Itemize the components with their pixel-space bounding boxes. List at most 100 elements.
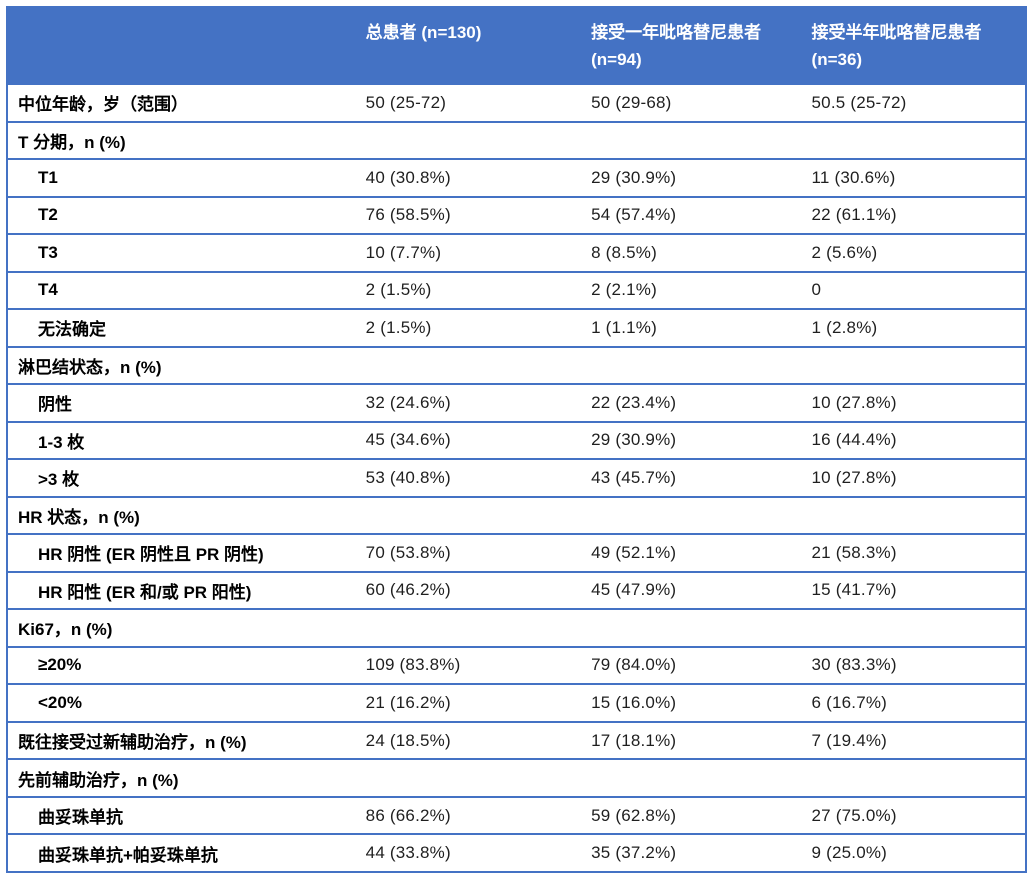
table-row: 曲妥珠单抗+帕妥珠单抗 44 (33.8%) 35 (37.2%) 9 (25.0%) <box>7 833 1026 872</box>
value-cell: 50 (25-72) <box>355 83 582 122</box>
value-cell: 2 (5.6%) <box>801 233 1026 272</box>
row-label: T1 <box>7 158 356 197</box>
value-cell: 35 (37.2%) <box>581 833 802 872</box>
section-row: 淋巴结状态，n (%) <box>7 345 1026 385</box>
header-label: 接受一年吡咯替尼患者 <box>591 23 762 42</box>
row-label: Ki67，n (%) <box>7 608 356 647</box>
value-cell: 86 (66.2%) <box>355 795 582 835</box>
row-label: 阴性 <box>7 383 356 422</box>
value-cell: 50.5 (25-72) <box>801 83 1026 122</box>
value-cell: 50 (29-68) <box>581 83 802 122</box>
table-row: 既往接受过新辅助治疗，n (%) 24 (18.5%) 17 (18.1%) 7 (1… <box>7 720 1026 760</box>
row-label: ≥20% <box>7 645 356 685</box>
value-cell <box>801 345 1026 385</box>
value-cell: 45 (34.6%) <box>355 420 582 460</box>
header-cell-one-year-pyrotinib: 接受一年吡咯替尼患者 (n=94) <box>581 7 802 84</box>
value-cell: 29 (30.9%) <box>581 158 802 197</box>
row-label: T4 <box>7 270 356 310</box>
row-label: 先前辅助治疗，n (%) <box>7 758 356 797</box>
value-cell: 21 (58.3%) <box>801 533 1026 572</box>
header-cell-empty <box>7 7 356 84</box>
table-row: T3 10 (7.7%) 8 (8.5%) 2 (5.6%) <box>7 233 1026 272</box>
value-cell: 49 (52.1%) <box>581 533 802 572</box>
value-cell: 2 (1.5%) <box>355 270 582 310</box>
table-row: ≥20% 109 (83.8%) 79 (84.0%) 30 (83.3%) <box>7 645 1026 685</box>
value-cell: 32 (24.6%) <box>355 383 582 422</box>
value-cell <box>581 495 802 535</box>
table-row: HR 阳性 (ER 和/或 PR 阳性) 60 (46.2%) 45 (47.9%)… <box>7 570 1026 610</box>
header-sublabel-n: (n=36) <box>811 50 863 69</box>
value-cell <box>581 758 802 797</box>
row-label: T 分期，n (%) <box>7 120 356 160</box>
value-cell: 45 (47.9%) <box>581 570 802 610</box>
value-cell: 1 (2.8%) <box>801 308 1026 347</box>
value-cell: 27 (75.0%) <box>801 795 1026 835</box>
value-cell: 109 (83.8%) <box>355 645 582 685</box>
row-label: HR 阳性 (ER 和/或 PR 阳性) <box>7 570 356 610</box>
value-cell: 54 (57.4%) <box>581 195 802 235</box>
row-label: 曲妥珠单抗 <box>7 795 356 835</box>
table-row: T4 2 (1.5%) 2 (2.1%) 0 <box>7 270 1026 310</box>
value-cell <box>355 345 582 385</box>
value-cell <box>801 608 1026 647</box>
value-cell <box>355 120 582 160</box>
value-cell <box>801 120 1026 160</box>
header-cell-half-year-pyrotinib: 接受半年吡咯替尼患者 (n=36) <box>801 7 1026 84</box>
value-cell <box>581 345 802 385</box>
value-cell: 40 (30.8%) <box>355 158 582 197</box>
row-label: 1-3 枚 <box>7 420 356 460</box>
value-cell: 59 (62.8%) <box>581 795 802 835</box>
value-cell: 79 (84.0%) <box>581 645 802 685</box>
row-label: 淋巴结状态，n (%) <box>7 345 356 385</box>
value-cell <box>355 758 582 797</box>
value-cell: 11 (30.6%) <box>801 158 1026 197</box>
row-label: >3 枚 <box>7 458 356 497</box>
row-label: HR 阴性 (ER 阴性且 PR 阴性) <box>7 533 356 572</box>
value-cell <box>355 495 582 535</box>
table-row: 1-3 枚 45 (34.6%) 29 (30.9%) 16 (44.4%) <box>7 420 1026 460</box>
value-cell: 2 (1.5%) <box>355 308 582 347</box>
row-label: 既往接受过新辅助治疗，n (%) <box>7 720 356 760</box>
table-row: >3 枚 53 (40.8%) 43 (45.7%) 10 (27.8%) <box>7 458 1026 497</box>
value-cell: 53 (40.8%) <box>355 458 582 497</box>
value-cell: 17 (18.1%) <box>581 720 802 760</box>
value-cell <box>355 608 582 647</box>
header-label: 接受半年吡咯替尼患者 <box>811 23 982 42</box>
row-label: <20% <box>7 683 356 722</box>
value-cell: 16 (44.4%) <box>801 420 1026 460</box>
table-row: 无法确定 2 (1.5%) 1 (1.1%) 1 (2.8%) <box>7 308 1026 347</box>
value-cell: 10 (27.8%) <box>801 458 1026 497</box>
value-cell: 15 (16.0%) <box>581 683 802 722</box>
row-label: 无法确定 <box>7 308 356 347</box>
table-header: 总患者 (n=130) 接受一年吡咯替尼患者 (n=94) 接受半年吡咯替尼患者… <box>7 7 1026 84</box>
header-sublabel-n: (n=94) <box>591 50 642 69</box>
value-cell: 22 (61.1%) <box>801 195 1026 235</box>
row-label: 曲妥珠单抗+帕妥珠单抗 <box>7 833 356 872</box>
value-cell: 44 (33.8%) <box>355 833 582 872</box>
value-cell: 21 (16.2%) <box>355 683 582 722</box>
value-cell <box>581 608 802 647</box>
table-row: 阴性 32 (24.6%) 22 (23.4%) 10 (27.8%) <box>7 383 1026 422</box>
value-cell: 15 (41.7%) <box>801 570 1026 610</box>
row-label: T2 <box>7 195 356 235</box>
table-row: <20% 21 (16.2%) 15 (16.0%) 6 (16.7%) <box>7 683 1026 722</box>
table-row: 曲妥珠单抗 86 (66.2%) 59 (62.8%) 27 (75.0%) <box>7 795 1026 835</box>
section-row: HR 状态，n (%) <box>7 495 1026 535</box>
value-cell <box>581 120 802 160</box>
header-cell-total-patients: 总患者 (n=130) <box>355 7 582 84</box>
table-row: HR 阴性 (ER 阴性且 PR 阴性) 70 (53.8%) 49 (52.1%)… <box>7 533 1026 572</box>
value-cell: 60 (46.2%) <box>355 570 582 610</box>
row-label: T3 <box>7 233 356 272</box>
value-cell: 8 (8.5%) <box>581 233 802 272</box>
value-cell: 24 (18.5%) <box>355 720 582 760</box>
value-cell: 70 (53.8%) <box>355 533 582 572</box>
header-row: 总患者 (n=130) 接受一年吡咯替尼患者 (n=94) 接受半年吡咯替尼患者… <box>7 7 1026 84</box>
value-cell: 76 (58.5%) <box>355 195 582 235</box>
value-cell: 30 (83.3%) <box>801 645 1026 685</box>
section-row: Ki67，n (%) <box>7 608 1026 647</box>
patient-characteristics-table: 总患者 (n=130) 接受一年吡咯替尼患者 (n=94) 接受半年吡咯替尼患者… <box>6 6 1027 873</box>
header-label: 总患者 (n=130) <box>365 23 482 42</box>
table-body: 中位年龄，岁（范围） 50 (25-72) 50 (29-68) 50.5 (25-7… <box>7 83 1026 872</box>
value-cell: 22 (23.4%) <box>581 383 802 422</box>
